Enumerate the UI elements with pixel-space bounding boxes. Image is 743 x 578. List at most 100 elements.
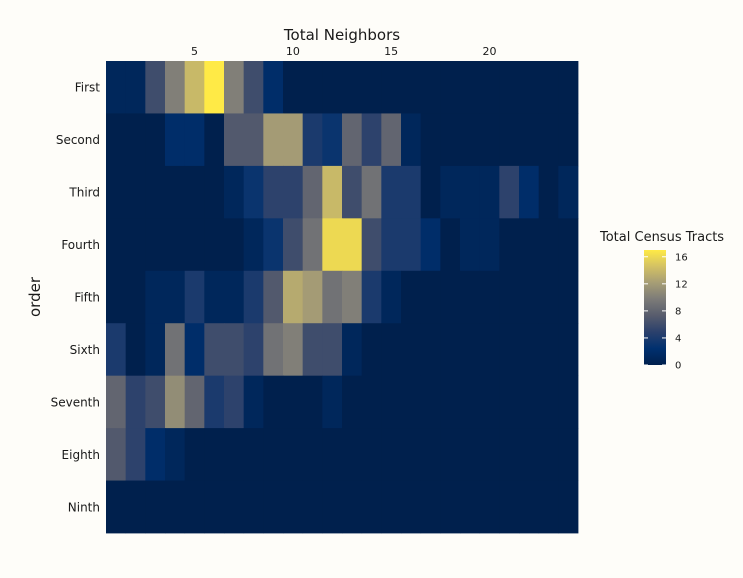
heatmap-cell xyxy=(558,375,579,429)
heatmap-cell xyxy=(106,61,127,114)
heatmap-cell xyxy=(342,218,363,272)
heatmap-cell xyxy=(243,218,264,272)
heatmap-cell xyxy=(184,323,205,377)
x-tick-label: 20 xyxy=(483,45,497,58)
heatmap-cell xyxy=(361,428,382,481)
heatmap-cell xyxy=(243,375,264,429)
heatmap-cell xyxy=(224,218,245,272)
heatmap-cell xyxy=(558,323,579,377)
heatmap-cell xyxy=(381,165,402,219)
heatmap-cell xyxy=(125,61,146,114)
heatmap-cell xyxy=(184,480,205,534)
heatmap-cell xyxy=(538,165,559,219)
heatmap-cell xyxy=(342,480,363,534)
heatmap-cell xyxy=(460,165,481,219)
heatmap-cell xyxy=(538,61,559,114)
legend-tick-label: 8 xyxy=(675,306,681,317)
heatmap-cell xyxy=(165,270,186,324)
heatmap-cell xyxy=(479,428,500,481)
heatmap-cell xyxy=(361,375,382,429)
legend-tick-label: 4 xyxy=(675,333,681,344)
heatmap-cell xyxy=(224,428,245,481)
heatmap-cell xyxy=(165,480,186,534)
heatmap-cell xyxy=(381,218,402,272)
heatmap-cell xyxy=(106,323,127,377)
heatmap-cell xyxy=(499,480,520,534)
heatmap-cell xyxy=(440,375,461,429)
heatmap-cell xyxy=(125,375,146,429)
heatmap-cell xyxy=(145,113,166,167)
heatmap-cell xyxy=(283,218,304,272)
heatmap-cell xyxy=(460,61,481,114)
heatmap-cell xyxy=(184,218,205,272)
heatmap-cell xyxy=(420,375,441,429)
heatmap-cell xyxy=(125,113,146,167)
heatmap-cell xyxy=(361,61,382,114)
heatmap-cell xyxy=(361,270,382,324)
heatmap-cell xyxy=(460,480,481,534)
heatmap-cell xyxy=(440,323,461,377)
heatmap-cell xyxy=(558,428,579,481)
heatmap-cell xyxy=(538,375,559,429)
heatmap-cell xyxy=(342,375,363,429)
heatmap-cell xyxy=(440,428,461,481)
heatmap-cell xyxy=(499,428,520,481)
heatmap-cell xyxy=(519,113,540,167)
y-tick-labels: First Second Third Fourth Fifth Sixth Seventh E… xyxy=(51,81,101,515)
heatmap-cell xyxy=(420,480,441,534)
heatmap-cell xyxy=(381,61,402,114)
heatmap-cell xyxy=(145,165,166,219)
heatmap-cell xyxy=(381,375,402,429)
heatmap-cell xyxy=(165,323,186,377)
heatmap-cell xyxy=(460,428,481,481)
heatmap-cell xyxy=(224,480,245,534)
heatmap-cell xyxy=(558,270,579,324)
heatmap-cell xyxy=(460,218,481,272)
heatmap-cell xyxy=(204,323,225,377)
heatmap-cell xyxy=(479,323,500,377)
heatmap-cell xyxy=(165,428,186,481)
heatmap-cell xyxy=(184,270,205,324)
heatmap-cell xyxy=(499,61,520,114)
heatmap-cell xyxy=(519,218,540,272)
heatmap-cell xyxy=(519,61,540,114)
heatmap-cell xyxy=(499,165,520,219)
heatmap-cell xyxy=(224,270,245,324)
heatmap-cell xyxy=(479,165,500,219)
heatmap-cell xyxy=(440,270,461,324)
heatmap-cell xyxy=(283,480,304,534)
legend-title: Total Census Tracts xyxy=(599,230,724,245)
heatmap-cell xyxy=(145,480,166,534)
heatmap-cell xyxy=(184,165,205,219)
heatmap-cell xyxy=(440,61,461,114)
heatmap-cell xyxy=(479,218,500,272)
heatmap-cells xyxy=(106,61,579,534)
heatmap-cell xyxy=(283,61,304,114)
heatmap-cell xyxy=(342,61,363,114)
heatmap-cell xyxy=(401,61,422,114)
heatmap-cell xyxy=(499,113,520,167)
heatmap-cell xyxy=(165,61,186,114)
heatmap-cell xyxy=(322,270,343,324)
heatmap-cell xyxy=(342,270,363,324)
heatmap-cell xyxy=(224,113,245,167)
heatmap-cell xyxy=(558,218,579,272)
x-axis-title: Total Neighbors xyxy=(283,26,400,44)
heatmap-cell xyxy=(322,375,343,429)
heatmap-cell xyxy=(342,323,363,377)
heatmap-cell xyxy=(479,113,500,167)
heatmap-cell xyxy=(224,375,245,429)
heatmap-cell xyxy=(106,480,127,534)
heatmap-cell xyxy=(499,270,520,324)
heatmap-cell xyxy=(283,165,304,219)
heatmap-cell xyxy=(322,61,343,114)
heatmap-cell xyxy=(263,218,284,272)
heatmap-cell xyxy=(243,165,264,219)
heatmap-cell xyxy=(420,113,441,167)
y-tick-label: Ninth xyxy=(68,500,100,514)
heatmap-cell xyxy=(243,61,264,114)
heatmap-cell xyxy=(361,113,382,167)
heatmap-cell xyxy=(125,428,146,481)
heatmap-cell xyxy=(165,113,186,167)
y-tick-label: Fourth xyxy=(61,238,100,252)
